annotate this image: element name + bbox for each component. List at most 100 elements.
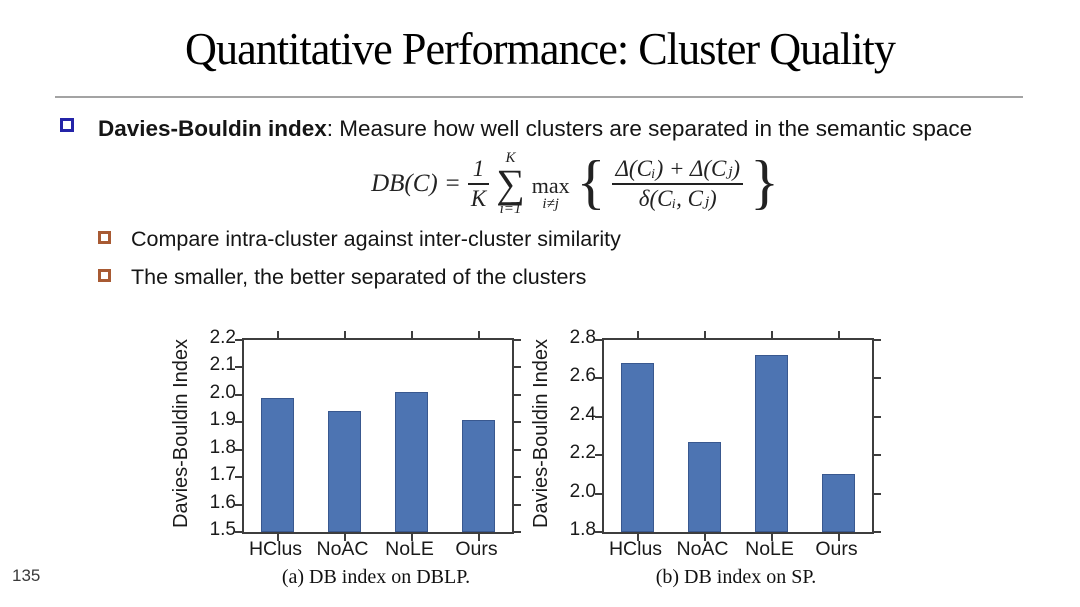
axis-tick — [514, 531, 521, 533]
bar-hclus — [261, 397, 294, 532]
axis-tick — [837, 331, 840, 338]
x-axis-tick-labels: HClus NoAC NoLE Ours — [242, 538, 510, 562]
page-number: 135 — [12, 566, 41, 585]
axis-tick — [343, 331, 346, 338]
sub-bullet-square-icon — [98, 231, 111, 244]
axis-tick — [477, 534, 480, 541]
bar-ours — [822, 474, 855, 532]
y-tick-label: 2.2 — [209, 327, 236, 348]
x-tick-label: NoAC — [316, 538, 369, 560]
axis-tick — [595, 377, 602, 380]
close-brace: } — [750, 149, 779, 215]
axis-tick — [235, 366, 242, 369]
bar-ours — [462, 419, 495, 532]
axis-tick — [874, 454, 881, 457]
axis-tick — [276, 534, 279, 541]
open-brace: { — [576, 149, 606, 215]
formula-max-operator: max i≠j — [531, 172, 570, 212]
slide-title: Quantitative Performance: Cluster Qualit… — [185, 23, 896, 74]
axis-tick — [343, 534, 346, 541]
chart-db-index-dblp: Davies-Bouldin Index 1.5 1.6 1.7 1.8 1.9 2.0 2… — [164, 314, 521, 604]
formula-inner-fraction: Δ(Cᵢ) + Δ(Cⱼ) δ(Cᵢ, Cⱼ) — [612, 156, 744, 211]
y-tick-label: 2.2 — [569, 442, 596, 464]
axis-tick — [514, 421, 521, 424]
formula-summation: K ∑ i=1 — [496, 150, 525, 217]
axis-tick — [276, 331, 279, 338]
x-tick-label: NoAC — [676, 538, 729, 560]
axis-tick — [410, 331, 413, 338]
y-tick-label: 1.8 — [569, 519, 596, 540]
axis-tick — [636, 534, 639, 541]
y-tick-label: 2.4 — [569, 403, 596, 425]
formula-fraction-1overK: 1 K — [467, 156, 490, 211]
axis-tick — [874, 339, 881, 341]
y-tick-label: 1.5 — [209, 519, 236, 540]
sub-bullet-text: Compare intra-cluster against inter-clus… — [131, 227, 621, 251]
y-tick-label: 1.7 — [209, 464, 236, 486]
x-tick-label: Ours — [815, 538, 858, 560]
sub-bullet-square-icon — [98, 269, 111, 282]
fraction-bar — [467, 183, 490, 185]
bar-nole — [395, 392, 428, 532]
axis-tick — [235, 421, 242, 424]
y-tick-label: 1.8 — [209, 436, 236, 458]
axis-tick — [514, 476, 521, 479]
axis-tick — [636, 331, 639, 338]
axis-tick — [477, 331, 480, 338]
x-axis-tick-labels: HClus NoAC NoLE Ours — [602, 538, 870, 562]
axis-tick — [235, 503, 242, 506]
sub-bullet-text: The smaller, the better separated of the… — [131, 265, 587, 289]
bullet-text: Davies-Bouldin index: Measure how well c… — [98, 112, 978, 145]
y-tick-label: 1.6 — [209, 491, 236, 513]
chart-caption: (a) DB index on DBLP. — [281, 566, 471, 588]
axis-tick — [770, 331, 773, 338]
y-axis-tick-labels: 1.5 1.6 1.7 1.8 1.9 2.0 2.1 2.2 — [190, 327, 238, 540]
x-tick-label: HClus — [608, 538, 663, 560]
axis-tick — [514, 503, 521, 506]
axis-tick — [235, 339, 242, 341]
chart-db-index-sp: Davies-Bouldin Index 1.8 2.0 2.2 2.4 2.6 2.8 … — [524, 314, 881, 604]
axis-tick — [595, 454, 602, 457]
bullet-davies-bouldin: Davies-Bouldin index: Measure how well c… — [60, 112, 980, 145]
axis-tick — [514, 339, 521, 341]
axis-tick — [595, 339, 602, 341]
chart-caption: (b) DB index on SP. — [655, 566, 817, 588]
axis-tick — [703, 331, 706, 338]
x-tick-label: NoLE — [385, 538, 434, 560]
axis-tick — [514, 448, 521, 451]
y-tick-label: 2.1 — [209, 354, 236, 376]
plot-area — [235, 331, 521, 541]
y-tick-label: 2.0 — [209, 381, 236, 403]
axis-tick — [235, 448, 242, 451]
y-tick-label: 2.6 — [569, 365, 596, 387]
y-tick-label: 2.8 — [569, 327, 596, 348]
x-tick-label: HClus — [248, 538, 303, 560]
x-tick-label: NoLE — [745, 538, 794, 560]
bar-noac — [328, 411, 361, 532]
axis-tick — [235, 476, 242, 479]
formula-lhs: DB(C) = — [371, 170, 461, 197]
axis-tick — [235, 531, 242, 533]
x-tick-label: Ours — [455, 538, 498, 560]
axis-tick — [595, 492, 602, 495]
sigma-icon: ∑ — [496, 161, 525, 206]
bullet-rest: : Measure how well clusters are separate… — [326, 116, 973, 141]
bullet-square-icon — [60, 118, 74, 132]
axis-tick — [874, 415, 881, 418]
sub-bullet-smaller: The smaller, the better separated of the… — [98, 263, 586, 291]
axis-tick — [837, 534, 840, 541]
axis-tick — [874, 377, 881, 380]
sub-bullet-compare: Compare intra-cluster against inter-clus… — [98, 225, 621, 253]
bar-nole — [755, 355, 788, 532]
title-divider — [55, 96, 1023, 98]
y-tick-label: 2.0 — [569, 480, 596, 502]
axis-tick — [514, 366, 521, 369]
db-index-formula: DB(C) = 1 K K ∑ i=1 max i≠j { Δ(Cᵢ) + Δ(… — [110, 146, 1040, 222]
bar-noac — [688, 441, 721, 532]
axis-tick — [703, 534, 706, 541]
axis-tick — [874, 492, 881, 495]
axis-tick — [514, 393, 521, 396]
y-tick-label: 1.9 — [209, 409, 236, 431]
axis-tick — [410, 534, 413, 541]
